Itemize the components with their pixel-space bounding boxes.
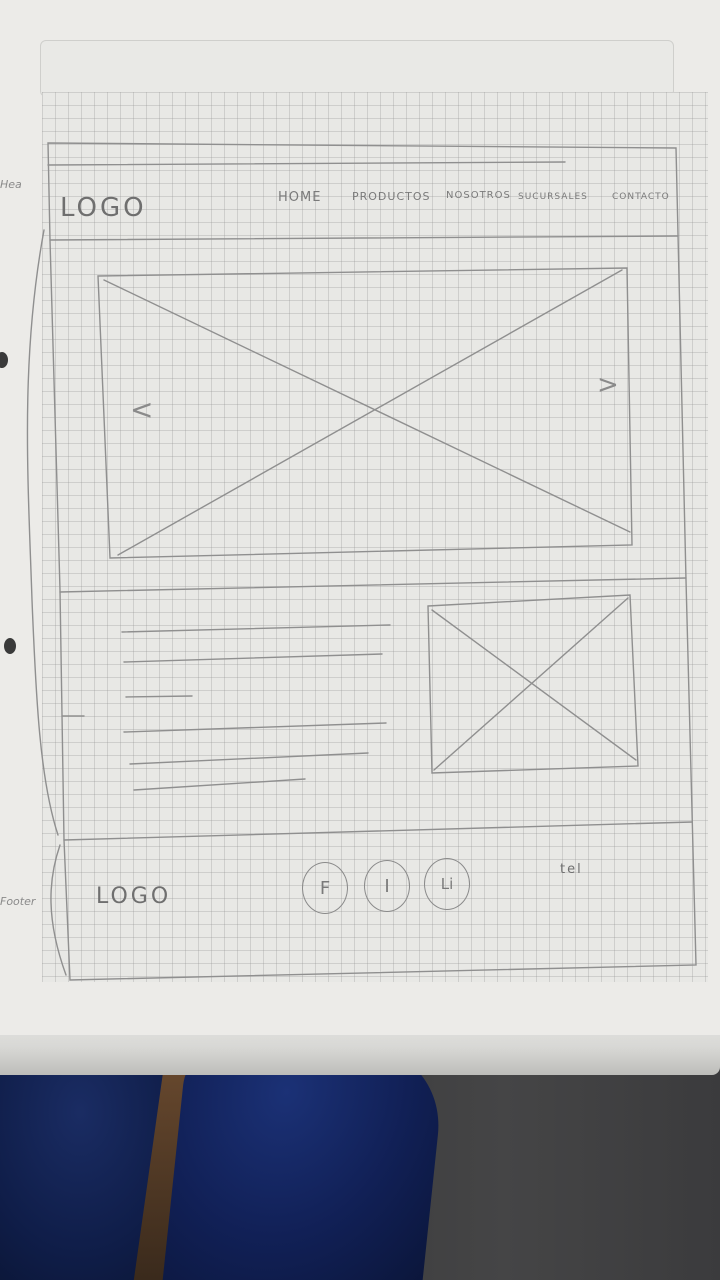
header-top-line <box>47 161 566 166</box>
side-image-frame <box>427 594 639 774</box>
carousel-frame <box>97 267 633 559</box>
text-line <box>123 653 383 663</box>
header-bottom-line <box>49 235 679 241</box>
carousel-cross-b <box>117 269 623 556</box>
margin-bracket <box>50 844 67 976</box>
nav-item-nosotros[interactable]: NOSOTROS <box>446 190 511 201</box>
side-image-cross-b <box>433 597 629 771</box>
carousel-prev-arrow[interactable]: < <box>130 393 157 426</box>
side-note-footer: Footer <box>0 895 36 908</box>
footer-logo: LOGO <box>96 884 172 909</box>
instagram-icon[interactable]: I <box>364 860 410 912</box>
nav-item-home[interactable]: HOME <box>278 190 322 205</box>
nav-item-productos[interactable]: PRODUCTOS <box>352 190 431 203</box>
text-line <box>133 778 306 791</box>
carousel-next-arrow[interactable]: > <box>597 370 622 400</box>
side-image-cross-a <box>431 609 637 761</box>
section-divider <box>59 577 687 593</box>
binder-hole <box>4 638 16 654</box>
page-frame <box>47 142 697 981</box>
text-line <box>121 624 391 633</box>
nav-item-sucursales[interactable]: SUCURSALES <box>518 192 588 202</box>
text-line <box>123 722 387 733</box>
margin-bracket <box>26 229 59 836</box>
nav-item-contacto[interactable]: CONTACTO <box>612 192 670 202</box>
binder-hole <box>0 352 8 368</box>
facebook-icon[interactable]: F <box>302 862 348 914</box>
footer-phone: tel <box>560 862 583 877</box>
grid-paper <box>42 92 708 982</box>
sheet-top-strip <box>40 40 674 97</box>
linkedin-icon[interactable]: Li <box>424 858 470 910</box>
text-line <box>129 752 369 765</box>
text-line <box>125 695 193 698</box>
carousel-cross-a <box>103 279 631 533</box>
header-logo: LOGO <box>60 193 147 223</box>
footer-divider <box>63 821 693 841</box>
side-note-header: Hea <box>0 178 22 191</box>
